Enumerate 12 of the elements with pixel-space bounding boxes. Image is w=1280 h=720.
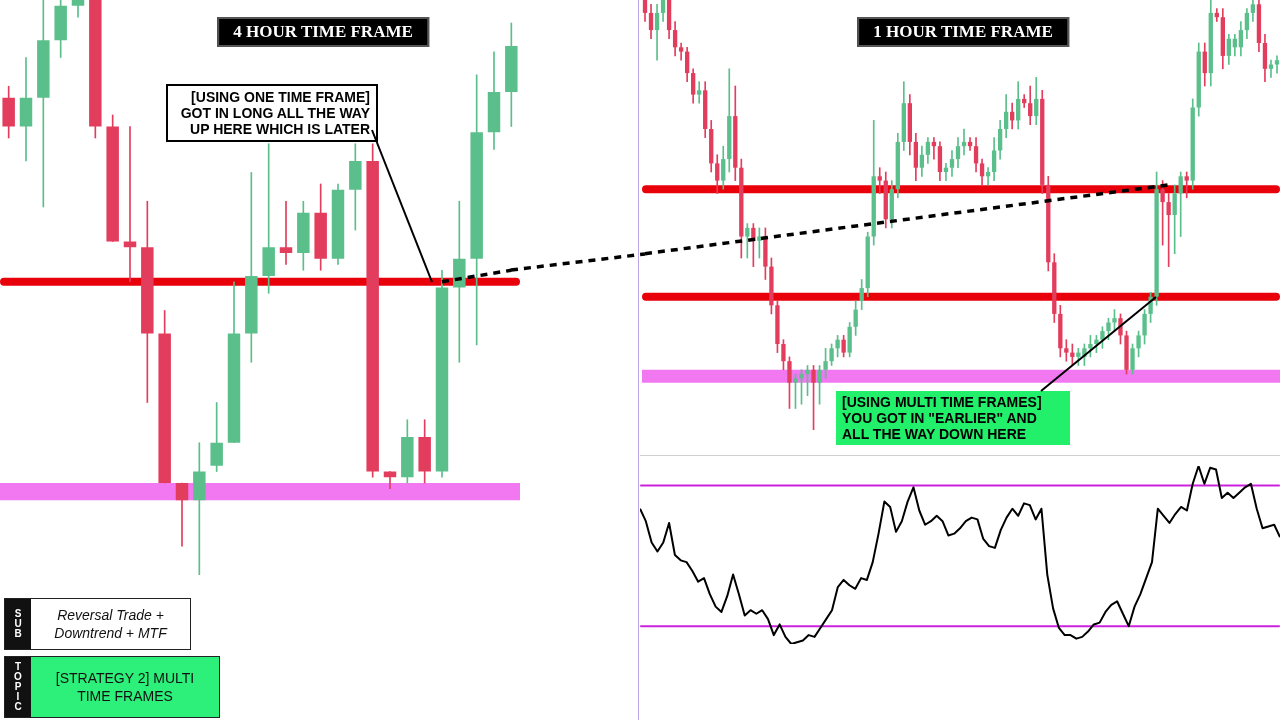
text: Reversal Trade + Downtrend + MTF [53, 606, 169, 642]
candlestick [1184, 171, 1189, 199]
text: SUB [14, 608, 22, 639]
candlestick [877, 167, 882, 194]
text: 1 HOUR TIME FRAME [857, 17, 1069, 47]
candlestick [697, 81, 702, 104]
text: [STRATEGY 2] MULTI TIME FRAMES [54, 669, 196, 705]
text: 4 HOUR TIME FRAME [217, 17, 429, 47]
text: TOPIC [14, 661, 22, 712]
annotation: [USING MULTI TIME FRAMES] YOU GOT IN "EARLIER" AND ALL THE WAY DOWN HERE [836, 391, 1070, 445]
candlestick [279, 200, 293, 265]
annotation: [USING ONE TIME FRAME] GOT IN LONG ALL THE WAY UP HERE WHICH IS LATER [166, 84, 378, 142]
